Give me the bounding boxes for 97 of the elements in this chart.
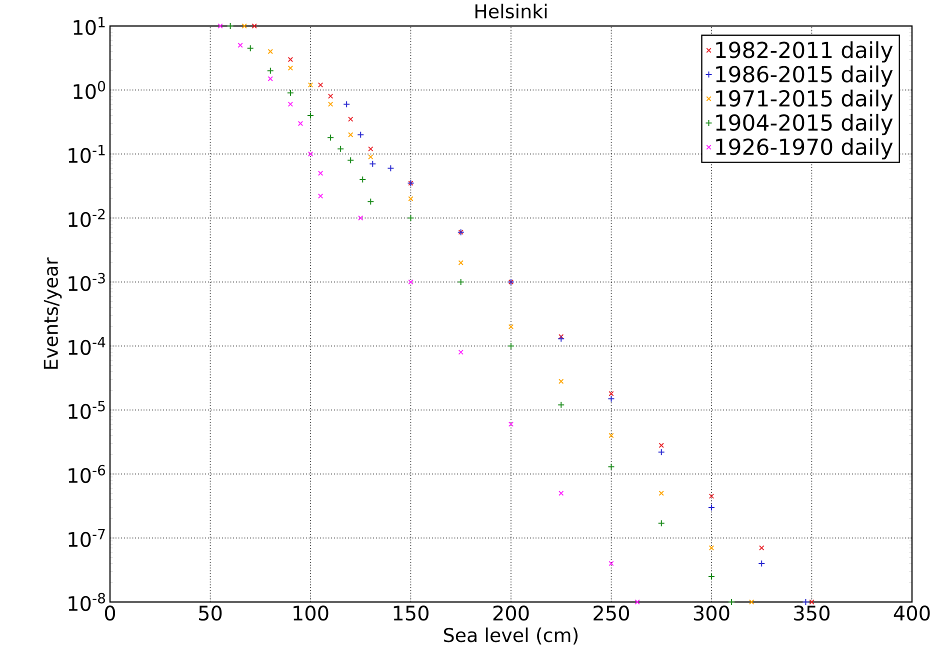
x-tick-label: 150 [394, 606, 429, 621]
y-tick-label: 10$^{-2}$ [68, 208, 105, 228]
point [307, 112, 314, 119]
point [458, 350, 464, 355]
point [759, 545, 764, 551]
point [558, 378, 564, 384]
y-tick-label: 10$^{-4}$ [68, 336, 106, 355]
point [348, 116, 354, 122]
y-tick-label: 10$^{-3}$ [68, 272, 105, 292]
point [252, 23, 257, 29]
point [608, 432, 614, 438]
point [348, 132, 354, 138]
legend-label: 1982-2011 daily [716, 41, 893, 63]
point [218, 23, 223, 29]
point [358, 215, 364, 221]
point [246, 44, 254, 52]
point [308, 151, 314, 157]
point [508, 342, 514, 350]
point [708, 504, 715, 511]
point [457, 278, 464, 286]
x-tick-label: 50 [199, 606, 222, 621]
point [608, 560, 614, 566]
point [369, 160, 376, 168]
point [658, 520, 665, 527]
point [558, 401, 565, 408]
point [708, 573, 715, 580]
point [242, 23, 247, 29]
point [327, 134, 334, 142]
point [266, 67, 274, 74]
point [658, 442, 664, 448]
y-tick-label: 10$^{-6}$ [68, 464, 106, 484]
point [337, 145, 344, 152]
x-tick-label: 350 [794, 606, 830, 621]
point [608, 395, 615, 402]
point [238, 42, 243, 48]
y-tick-label: 10$^{0}$ [74, 80, 106, 100]
legend-label: 1986-2015 daily [716, 65, 893, 87]
point [368, 146, 374, 152]
point [748, 599, 754, 605]
point [286, 89, 294, 96]
point [308, 82, 314, 88]
point [288, 102, 294, 107]
point [226, 22, 234, 30]
x-tick-label: 0 [104, 606, 116, 621]
point [318, 82, 324, 88]
point [268, 76, 274, 82]
point [658, 490, 664, 496]
point [708, 545, 714, 551]
point [347, 156, 354, 164]
point [708, 494, 714, 499]
legend-label: 1971-2015 daily [716, 90, 893, 111]
point [268, 48, 274, 54]
point [359, 176, 366, 183]
point [458, 260, 464, 266]
point [318, 170, 324, 176]
point [318, 193, 324, 199]
x-tick-label: 250 [594, 606, 630, 621]
x-tick-label: 200 [493, 606, 529, 621]
y-tick-label: 10$^{1}$ [74, 16, 105, 36]
legend-label: 1904-2015 daily [716, 114, 893, 136]
point [328, 102, 334, 107]
point [508, 324, 514, 330]
point [407, 214, 414, 222]
x-tick-label: 300 [694, 606, 730, 621]
x-tick-label: 400 [894, 606, 930, 621]
legend-label: 1926-1970 daily [716, 138, 893, 160]
point [298, 120, 304, 126]
x-tick-label: 100 [294, 606, 328, 621]
chart-title: Helsinki [475, 4, 547, 18]
point [288, 56, 294, 62]
y-tick-label: 10$^{-8}$ [68, 592, 106, 612]
point [728, 598, 736, 606]
point [343, 100, 350, 108]
point [634, 599, 640, 605]
x-axis-title: Sea level (cm) [444, 628, 578, 644]
point [357, 131, 364, 138]
point [608, 463, 615, 470]
point [802, 598, 810, 606]
point [328, 94, 334, 99]
y-tick-label: 10$^{-7}$ [68, 528, 105, 547]
point [809, 599, 814, 605]
y-tick-label: 10$^{-1}$ [68, 144, 105, 164]
point [758, 560, 766, 567]
point [408, 196, 414, 202]
point [288, 65, 294, 71]
point [558, 334, 564, 340]
y-tick-label: 10$^{-5}$ [68, 400, 105, 419]
point [387, 164, 394, 172]
point [558, 490, 564, 496]
point [508, 422, 514, 427]
y-axis-title: Events/year [44, 257, 62, 369]
point [658, 448, 665, 456]
point [368, 154, 374, 160]
point [558, 335, 565, 342]
point [608, 391, 614, 396]
point [408, 279, 414, 285]
point [367, 198, 374, 206]
